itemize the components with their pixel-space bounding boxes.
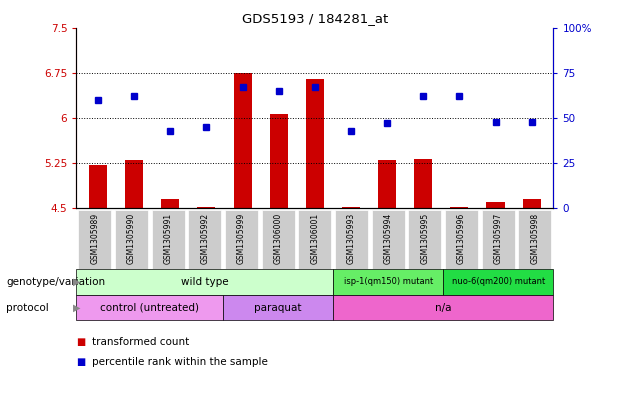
Text: n/a: n/a <box>435 303 452 312</box>
Text: GSM1305992: GSM1305992 <box>200 213 209 264</box>
Text: nuo-6(qm200) mutant: nuo-6(qm200) mutant <box>452 277 545 286</box>
Text: GSM1305993: GSM1305993 <box>347 213 356 264</box>
Text: GSM1305994: GSM1305994 <box>384 213 392 264</box>
Bar <box>450 207 468 208</box>
Bar <box>233 73 252 208</box>
Text: percentile rank within the sample: percentile rank within the sample <box>92 356 268 367</box>
Text: wild type: wild type <box>181 277 228 287</box>
Bar <box>306 79 324 208</box>
Title: GDS5193 / 184281_at: GDS5193 / 184281_at <box>242 12 388 25</box>
Text: protocol: protocol <box>6 303 49 312</box>
Text: ▶: ▶ <box>73 303 81 312</box>
Bar <box>414 159 432 208</box>
Text: GSM1305998: GSM1305998 <box>530 213 539 264</box>
Bar <box>378 160 396 208</box>
Text: GSM1305991: GSM1305991 <box>163 213 172 264</box>
Text: GSM1305990: GSM1305990 <box>127 213 136 264</box>
Bar <box>523 199 541 208</box>
Text: isp-1(qm150) mutant: isp-1(qm150) mutant <box>343 277 433 286</box>
Bar <box>270 114 287 208</box>
Text: paraquat: paraquat <box>254 303 302 312</box>
Text: GSM1305989: GSM1305989 <box>90 213 99 264</box>
Bar <box>342 207 360 208</box>
Bar <box>89 165 107 208</box>
Text: genotype/variation: genotype/variation <box>6 277 106 287</box>
Text: GSM1306000: GSM1306000 <box>273 213 282 264</box>
Bar <box>162 199 179 208</box>
Bar <box>125 160 143 208</box>
Bar <box>197 207 216 208</box>
Text: GSM1306001: GSM1306001 <box>310 213 319 264</box>
Text: ▶: ▶ <box>73 277 81 287</box>
Text: ■: ■ <box>76 337 86 347</box>
Text: control (untreated): control (untreated) <box>100 303 199 312</box>
Text: ■: ■ <box>76 356 86 367</box>
Text: GSM1305997: GSM1305997 <box>494 213 503 264</box>
Text: transformed count: transformed count <box>92 337 190 347</box>
Text: GSM1305995: GSM1305995 <box>420 213 429 264</box>
Text: GSM1305999: GSM1305999 <box>237 213 246 264</box>
Bar <box>487 202 504 208</box>
Text: GSM1305996: GSM1305996 <box>457 213 466 264</box>
